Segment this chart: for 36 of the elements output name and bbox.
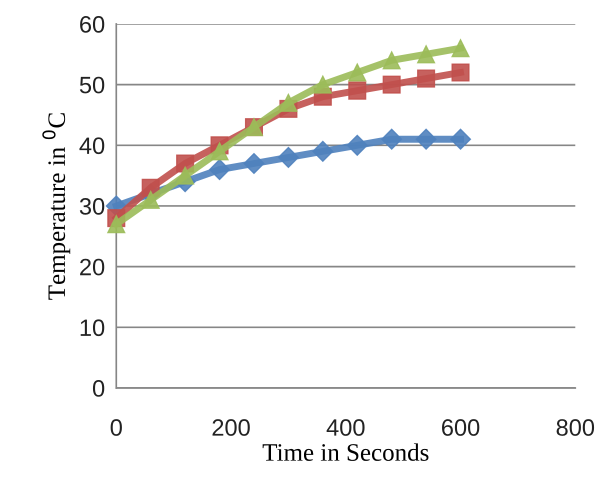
- point: [450, 128, 472, 150]
- point: [417, 45, 436, 64]
- point: [452, 63, 470, 82]
- y-axis-title: Temperature in $^{0}$C: [42, 113, 70, 300]
- y-tick-label: 20: [80, 258, 104, 276]
- point: [452, 39, 470, 58]
- point: [381, 128, 402, 150]
- y-tick-label: 40: [79, 137, 104, 154]
- point: [417, 70, 436, 88]
- x-tick-label: 0: [110, 419, 122, 436]
- point: [176, 166, 194, 185]
- y-tick-label: 30: [80, 198, 104, 215]
- point: [314, 76, 332, 94]
- y-tick-label: 0: [92, 380, 104, 397]
- point: [278, 146, 299, 168]
- point: [210, 142, 229, 160]
- point: [348, 63, 366, 82]
- point: [382, 76, 401, 94]
- point: [279, 94, 298, 112]
- x-tick-label: 400: [326, 419, 365, 436]
- point: [209, 159, 230, 180]
- x-tick-label: 800: [556, 419, 594, 436]
- point: [348, 82, 366, 100]
- point: [243, 152, 264, 174]
- point: [312, 140, 334, 162]
- y-tick-label: 60: [80, 16, 104, 33]
- y-tick-label: 10: [80, 319, 104, 336]
- point: [107, 215, 126, 234]
- point: [346, 134, 368, 156]
- point: [142, 190, 160, 209]
- x-axis-title: Time in Seconds: [262, 443, 428, 461]
- y-tick-label: 50: [80, 76, 104, 94]
- x-tick-label: 200: [212, 419, 250, 436]
- x-tick-label: 600: [442, 419, 480, 436]
- point: [416, 128, 437, 150]
- point: [382, 51, 401, 70]
